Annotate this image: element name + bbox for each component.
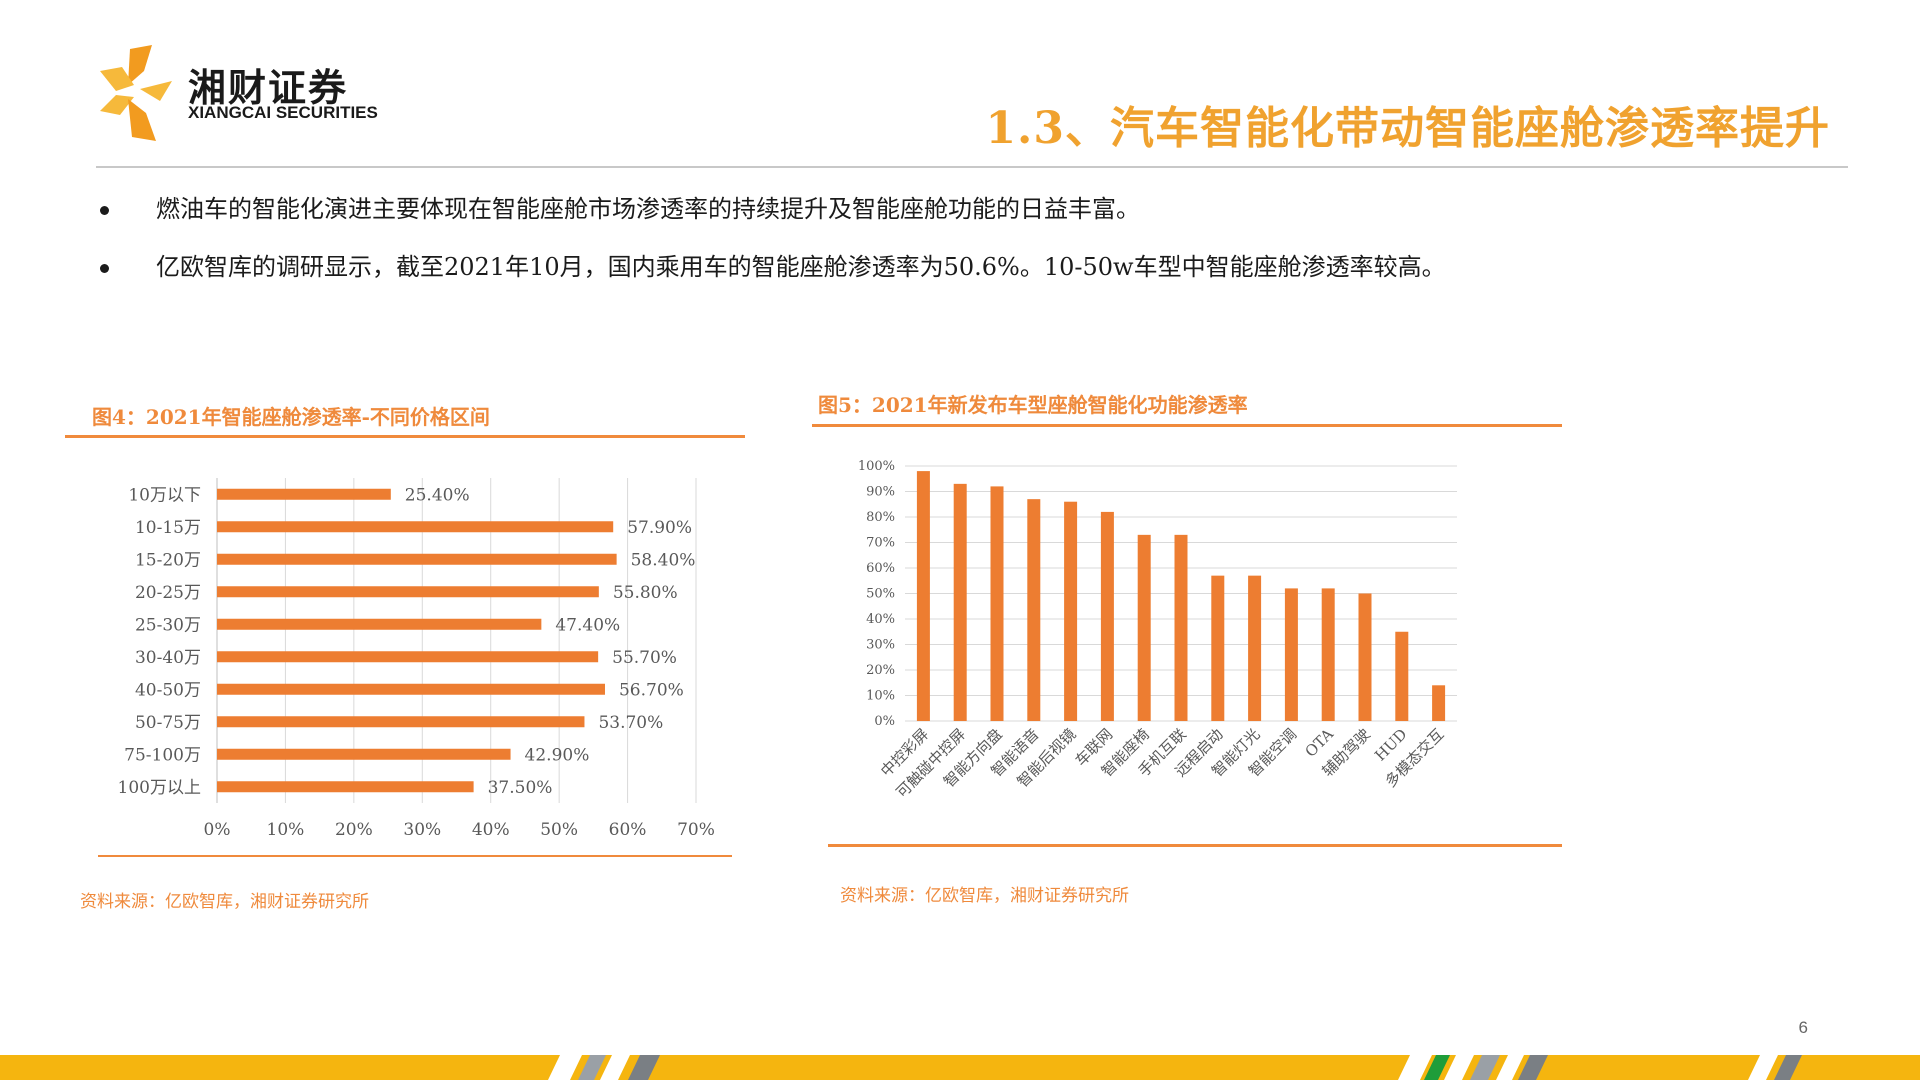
bar	[217, 781, 474, 793]
y-category-label: 40-50万	[135, 680, 201, 700]
figure-4-source: 资料来源：亿欧智库，湘财证券研究所	[80, 892, 369, 912]
bar	[217, 683, 605, 695]
x-tick-label: 20%	[335, 820, 373, 840]
y-tick-label: 100%	[858, 459, 895, 474]
bar	[217, 488, 391, 500]
page-number: 6	[1798, 1018, 1808, 1037]
bar-value-label: 55.70%	[612, 648, 677, 668]
x-tick-label: 0%	[204, 820, 231, 840]
bar	[1321, 588, 1335, 721]
y-category-label: 25-30万	[135, 615, 201, 635]
company-logo: 湘财证券 XIANGCAI SECURITIES	[100, 45, 430, 145]
figure-4-top-rule	[65, 435, 745, 438]
y-tick-label: 30%	[866, 638, 895, 653]
logo-english-name: XIANGCAI SECURITIES	[188, 103, 378, 122]
figure-5-top-rule	[812, 424, 1562, 427]
x-tick-label: 70%	[677, 820, 715, 840]
bar-value-label: 37.50%	[488, 778, 553, 798]
y-tick-label: 70%	[866, 536, 895, 551]
bar-value-label: 55.80%	[613, 583, 678, 603]
y-tick-label: 20%	[866, 663, 895, 678]
y-tick-label: 60%	[866, 561, 895, 576]
bar	[1100, 511, 1114, 721]
bar	[217, 716, 585, 728]
bar	[1432, 685, 1446, 721]
bar-value-label: 42.90%	[525, 745, 590, 765]
y-category-label: 30-40万	[135, 648, 201, 668]
y-tick-label: 40%	[866, 612, 895, 627]
bar	[217, 586, 599, 598]
bar	[953, 483, 967, 721]
bullet-dot-icon	[100, 206, 109, 215]
bar	[1358, 593, 1372, 721]
x-tick-label: 50%	[540, 820, 578, 840]
bar-value-label: 53.70%	[598, 713, 663, 733]
bar	[217, 748, 511, 760]
x-tick-label: 40%	[472, 820, 510, 840]
bullet-text: 燃油车的智能化演进主要体现在智能座舱市场渗透率的持续提升及智能座舱功能的日益丰富…	[156, 195, 1140, 223]
y-tick-label: 0%	[874, 714, 895, 729]
y-category-label: 15-20万	[135, 550, 201, 570]
bar	[217, 521, 614, 533]
y-category-label: 50-75万	[135, 713, 201, 733]
y-category-label: 10万以下	[128, 485, 201, 505]
y-category-label: 100万以上	[118, 778, 201, 798]
bar-value-label: 58.40%	[631, 550, 696, 570]
bar	[1284, 588, 1298, 721]
x-tick-label: 60%	[609, 820, 647, 840]
slide-title: 1.3、汽车智能化带动智能座舱渗透率提升	[985, 103, 1830, 154]
bar-value-label: 25.40%	[405, 485, 470, 505]
bar	[1248, 575, 1262, 721]
bar-value-label: 57.90%	[627, 518, 692, 538]
title-divider	[96, 166, 1848, 168]
bar	[990, 486, 1004, 721]
y-tick-label: 50%	[866, 587, 895, 602]
y-tick-label: 10%	[866, 689, 895, 704]
figure-5-bottom-rule	[828, 844, 1562, 847]
x-tick-label: 30%	[403, 820, 441, 840]
bar-value-label: 47.40%	[555, 615, 620, 635]
bar	[1211, 575, 1225, 721]
bullet-text: 亿欧智库的调研显示，截至2021年10月，国内乘用车的智能座舱渗透率为50.6%…	[156, 253, 1446, 281]
bar	[217, 553, 617, 565]
figure-4-bottom-rule	[98, 855, 732, 857]
y-tick-label: 90%	[866, 485, 895, 500]
bar-value-label: 56.70%	[619, 680, 684, 700]
bar	[1137, 534, 1151, 721]
bullet-dot-icon	[100, 264, 109, 273]
figure-4-title: 图4：2021年智能座舱渗透率-不同价格区间	[92, 405, 490, 429]
bar	[916, 471, 930, 721]
y-tick-label: 80%	[866, 510, 895, 525]
y-category-label: 10-15万	[135, 518, 201, 538]
figure-5-title: 图5：2021年新发布车型座舱智能化功能渗透率	[818, 393, 1248, 417]
bar	[1395, 631, 1409, 721]
bar	[217, 651, 599, 663]
figure-5-chart: 0%10%20%30%40%50%60%70%80%90%100%中控彩屏可触碰…	[858, 459, 1457, 801]
bar	[1064, 501, 1078, 721]
x-tick-label: 10%	[267, 820, 305, 840]
bar	[1027, 499, 1041, 721]
y-category-label: 20-25万	[135, 583, 201, 603]
figure-4-chart: 0% 10% 20% 30% 40% 50% 60% 70% 10万以下 25.40% 10-15万…	[118, 478, 715, 840]
bar	[1174, 534, 1188, 721]
logo-chinese-name: 湘财证券	[188, 66, 349, 110]
footer-stripe-band	[0, 1055, 1920, 1080]
logo-mark-icon	[100, 45, 172, 141]
figure-5-source: 资料来源：亿欧智库，湘财证券研究所	[840, 886, 1129, 906]
y-category-label: 75-100万	[124, 745, 201, 765]
bar	[217, 618, 542, 630]
